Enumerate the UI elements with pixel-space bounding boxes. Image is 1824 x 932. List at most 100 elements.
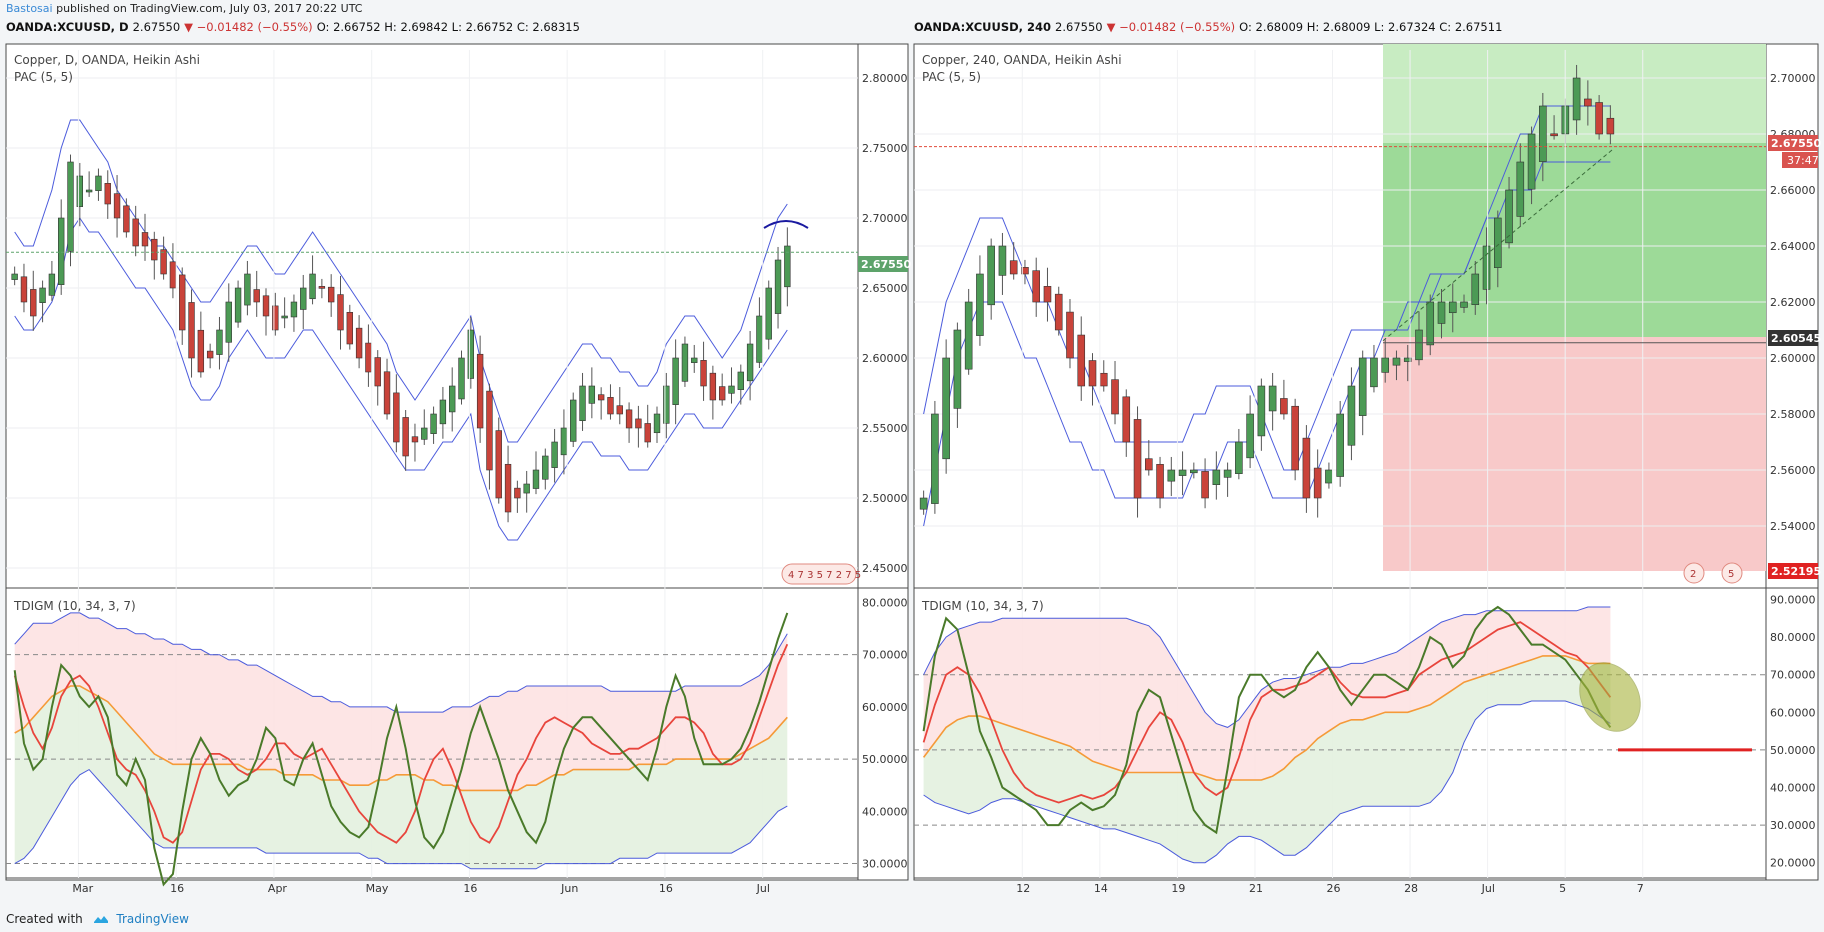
left-candle[interactable] (365, 342, 372, 373)
left-candle[interactable] (337, 294, 344, 331)
right-candle[interactable] (998, 245, 1007, 276)
right-candle[interactable] (1471, 273, 1480, 305)
left-candle[interactable] (346, 311, 353, 345)
left-candle[interactable] (439, 399, 447, 425)
long-position-stop-zone[interactable] (1383, 337, 1766, 571)
right-candle[interactable] (1572, 77, 1581, 121)
right-candle[interactable] (1043, 286, 1052, 303)
right-candle[interactable] (1302, 437, 1311, 499)
right-candle[interactable] (1403, 357, 1412, 362)
right-candle[interactable] (1448, 301, 1457, 314)
left-candle[interactable] (262, 295, 270, 317)
right-candle[interactable] (1178, 469, 1187, 476)
right-candle[interactable] (1257, 385, 1266, 437)
right-candle[interactable] (1167, 469, 1176, 482)
left-candle[interactable] (579, 385, 586, 422)
left-candle[interactable] (300, 287, 307, 310)
left-candle[interactable] (225, 301, 232, 343)
author-link[interactable]: Bastosai (6, 2, 53, 15)
left-candle[interactable] (560, 427, 568, 456)
right-candle[interactable] (1482, 245, 1491, 290)
right-candle[interactable] (1505, 189, 1513, 244)
left-candle[interactable] (532, 469, 540, 489)
right-candle[interactable] (1054, 293, 1063, 331)
left-candle[interactable] (784, 245, 791, 288)
left-candle[interactable] (402, 417, 409, 457)
left-candle[interactable] (179, 274, 186, 331)
left-candle[interactable] (206, 350, 214, 359)
left-candle[interactable] (476, 353, 484, 429)
left-candle[interactable] (393, 392, 400, 443)
right-candle[interactable] (1392, 357, 1401, 366)
left-candle[interactable] (244, 273, 251, 306)
right-candle[interactable] (1122, 396, 1131, 443)
right-candle[interactable] (1077, 334, 1086, 387)
left-candle[interactable] (11, 273, 18, 280)
left-candle[interactable] (449, 385, 456, 413)
right-candle[interactable] (953, 329, 962, 409)
right-candle[interactable] (1347, 385, 1356, 446)
left-candle[interactable] (718, 386, 726, 401)
left-candle[interactable] (309, 273, 316, 300)
right-candle[interactable] (1516, 161, 1525, 217)
left-candle[interactable] (216, 329, 223, 355)
right-candle[interactable] (1550, 133, 1558, 137)
tradingview-brand[interactable]: TradingView (116, 912, 189, 926)
left-candle[interactable] (132, 218, 139, 247)
left-candle[interactable] (756, 315, 763, 363)
right-event-badge-2[interactable]: 5 (1721, 562, 1743, 584)
left-candle[interactable] (458, 357, 465, 400)
left-candle[interactable] (327, 286, 335, 303)
left-candle[interactable] (607, 397, 614, 415)
left-candle[interactable] (737, 371, 744, 390)
left-candle[interactable] (495, 430, 502, 499)
left-candle[interactable] (411, 436, 419, 443)
left-candle[interactable] (374, 357, 381, 387)
left-candle[interactable] (76, 175, 84, 207)
right-candle[interactable] (1539, 105, 1547, 162)
left-candle[interactable] (20, 276, 28, 303)
right-candle[interactable] (1415, 329, 1423, 361)
left-candle[interactable] (672, 357, 679, 405)
right-candle[interactable] (1246, 413, 1254, 459)
left-candle[interactable] (281, 315, 288, 319)
right-candle[interactable] (1223, 469, 1232, 478)
right-candle[interactable] (931, 413, 939, 504)
right-candle[interactable] (1111, 379, 1119, 415)
left-candle[interactable] (681, 343, 689, 382)
right-candle[interactable] (1313, 467, 1322, 499)
right-trend-dashed-line[interactable] (1382, 149, 1613, 342)
right-candle[interactable] (964, 301, 973, 370)
left-candle[interactable] (253, 289, 260, 303)
left-candle[interactable] (625, 409, 633, 429)
left-candle[interactable] (765, 287, 772, 340)
right-candle[interactable] (1190, 469, 1198, 474)
left-candle[interactable] (467, 329, 475, 379)
left-candle[interactable] (151, 238, 158, 261)
left-candle[interactable] (588, 385, 596, 404)
left-candle[interactable] (570, 399, 577, 442)
left-candle[interactable] (691, 357, 698, 363)
left-candle[interactable] (141, 232, 149, 247)
left-candle[interactable] (663, 385, 670, 424)
right-candle[interactable] (1336, 413, 1344, 477)
left-candle[interactable] (421, 427, 428, 440)
right-candle[interactable] (1021, 267, 1029, 275)
left-events-badge[interactable]: 4 7 3 5 7 2 7 5 (781, 563, 861, 585)
left-candle[interactable] (113, 193, 121, 219)
left-candle[interactable] (504, 463, 512, 513)
right-candle[interactable] (1460, 301, 1468, 308)
right-candle[interactable] (976, 273, 984, 336)
right-candle[interactable] (1235, 441, 1243, 474)
left-candle[interactable] (290, 301, 298, 318)
right-candle[interactable] (942, 357, 950, 460)
right-candle[interactable] (1212, 469, 1221, 485)
left-candle[interactable] (30, 289, 37, 317)
right-candle[interactable] (1032, 270, 1040, 303)
left-candle[interactable] (123, 205, 130, 233)
right-candle[interactable] (919, 497, 928, 510)
left-candle[interactable] (709, 372, 717, 401)
right-candle[interactable] (1358, 357, 1367, 416)
left-candle[interactable] (542, 455, 549, 480)
